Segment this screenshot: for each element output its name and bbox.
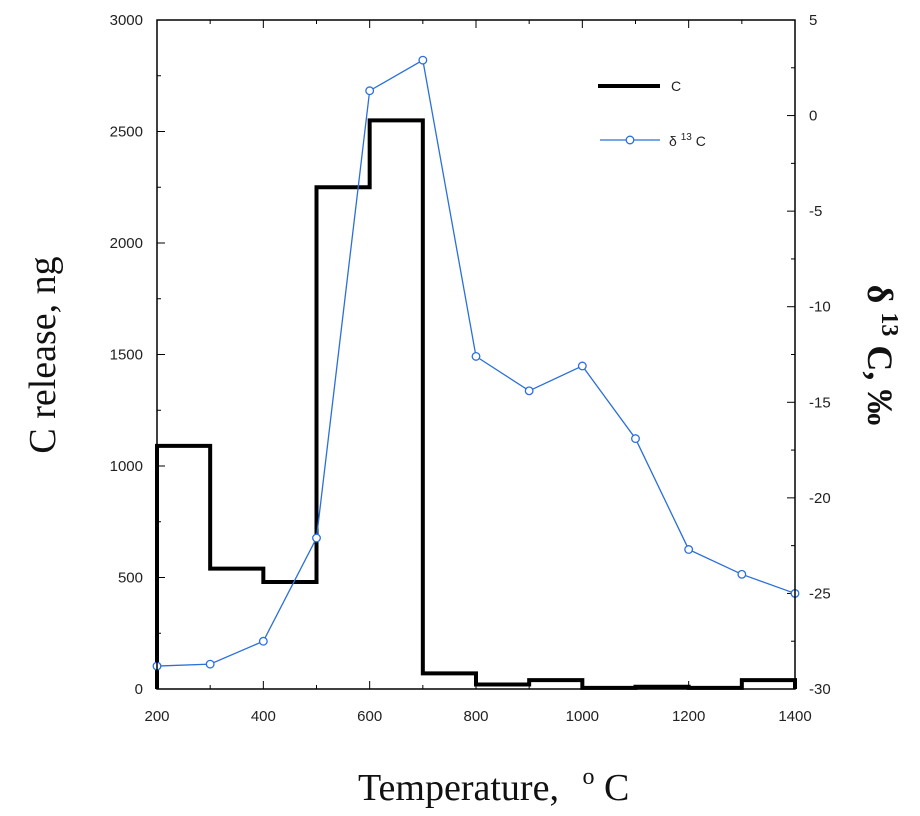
- y-right-tick-label: -25: [809, 585, 831, 602]
- x-tick-label: 1200: [672, 708, 705, 725]
- legend-d13c-label: δ 13 C: [669, 127, 706, 149]
- y-left-axis-title: C release, ng: [22, 256, 64, 453]
- y-right-tick-labels: -30 -25 -20 -15 -10 -5 0 5: [809, 12, 831, 698]
- d13c-series: [152, 55, 800, 671]
- x-axis-title: Temperature, o C: [358, 751, 629, 809]
- y-left-tick-label: 0: [135, 681, 143, 698]
- d13c-point: [631, 434, 640, 444]
- c-release-step-line: [155, 118, 797, 690]
- legend-d13c-delta: δ: [669, 133, 677, 149]
- x-tick-label: 1400: [778, 708, 811, 725]
- legend-d13c-superscript: 13: [681, 132, 693, 143]
- y-right-tick-label: -30: [809, 681, 831, 698]
- d13c-point: [205, 659, 215, 669]
- y-left-tick-label: 1500: [110, 347, 143, 364]
- x-axis-unit-superscript: o: [582, 764, 594, 790]
- legend-d13c-marker: [625, 135, 635, 145]
- y-left-tick-labels: 0 500 1000 1500 2000 2500 3000: [110, 12, 143, 698]
- y-right-tick-label: -5: [809, 203, 822, 220]
- y-right-axis-title: δ 13 C, ‰: [860, 285, 914, 426]
- x-tick-label: 1000: [566, 708, 599, 725]
- y-right-tick-label: -15: [809, 394, 831, 411]
- x-tick-label: 400: [251, 708, 276, 725]
- y-left-tick-label: 2000: [110, 235, 143, 252]
- x-tick-label: 200: [144, 708, 169, 725]
- y-left-tick-label: 2500: [110, 124, 143, 141]
- y-right-tick-label: -10: [809, 299, 831, 316]
- d13c-point: [577, 361, 587, 371]
- d13c-point: [418, 55, 428, 65]
- plot-frame: [156, 19, 796, 690]
- c-release-series: [155, 118, 797, 690]
- y-right-label-delta: δ: [860, 285, 900, 304]
- d13c-point: [524, 386, 534, 396]
- x-tick-label: 800: [463, 708, 488, 725]
- d13c-point: [258, 636, 268, 646]
- d13c-point: [737, 569, 747, 579]
- x-tick-label: 600: [357, 708, 382, 725]
- d13c-line: [156, 59, 796, 667]
- d13c-point: [312, 533, 321, 543]
- x-axis-unit: C: [604, 767, 629, 809]
- d13c-point: [471, 351, 481, 361]
- d13c-point: [365, 86, 375, 96]
- d13c-point: [684, 545, 694, 554]
- y-right-tick-label: -20: [809, 490, 831, 507]
- y-right-label-rest: C, ‰: [860, 345, 900, 425]
- y-left-tick-label: 3000: [110, 12, 143, 29]
- y-left-tick-label: 1000: [110, 458, 143, 475]
- y-left-tick-label: 500: [118, 570, 143, 587]
- x-axis-label: Temperature,: [358, 767, 559, 809]
- legend-c-label: C: [671, 78, 681, 94]
- y-right-label-superscript: 13: [876, 312, 902, 336]
- y-right-tick-label: 5: [809, 12, 817, 29]
- legend: C δ 13 C: [598, 78, 706, 149]
- legend-d13c-rest: C: [696, 133, 706, 149]
- y-right-tick-label: 0: [809, 108, 817, 125]
- x-tick-labels: 200 400 600 800 1000 1200 1400: [144, 708, 811, 725]
